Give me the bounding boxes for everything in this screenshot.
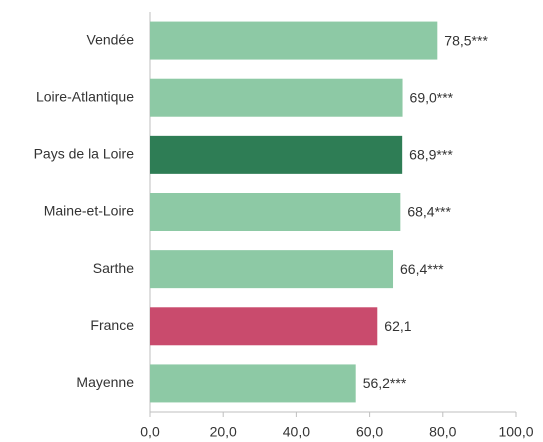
- bar: [150, 193, 401, 231]
- y-tick-label: Maine-et-Loire: [44, 203, 134, 219]
- y-tick-label: Loire-Atlantique: [36, 88, 134, 104]
- y-tick-label: Sarthe: [93, 260, 134, 276]
- value-label: 69,0***: [410, 89, 454, 105]
- y-tick-label: France: [90, 317, 134, 333]
- bar: [150, 78, 403, 117]
- value-label: 66,4***: [400, 261, 444, 277]
- bar: [150, 135, 403, 174]
- y-tick-label: Mayenne: [76, 374, 134, 390]
- x-tick-label: 40,0: [283, 424, 310, 440]
- bar: [150, 21, 438, 60]
- x-tick-label: 80,0: [429, 424, 456, 440]
- x-tick-label: 100,0: [498, 424, 533, 440]
- x-tick-label: 0,0: [140, 424, 160, 440]
- value-label: 68,9***: [409, 147, 453, 163]
- x-tick-label: 60,0: [356, 424, 383, 440]
- bar: [150, 250, 394, 289]
- y-tick-label: Pays de la Loire: [34, 146, 135, 162]
- bar: [150, 307, 378, 346]
- value-label: 78,5***: [444, 32, 488, 48]
- value-label: 62,1: [384, 318, 411, 334]
- bar: [150, 364, 356, 403]
- x-tick-label: 20,0: [210, 424, 237, 440]
- value-label: 56,2***: [363, 375, 407, 391]
- y-tick-label: Vendée: [87, 31, 135, 47]
- value-label: 68,4***: [407, 204, 451, 220]
